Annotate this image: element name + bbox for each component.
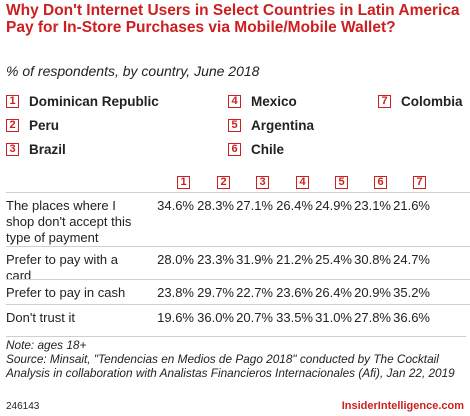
- column-header-badge: 3: [256, 176, 269, 189]
- row-label: Prefer to pay in cash: [6, 285, 126, 300]
- table-cell: 31.0%: [315, 310, 352, 325]
- legend-label: Dominican Republic: [29, 94, 159, 109]
- table-cell: 28.3%: [197, 198, 234, 213]
- legend-item: 5 Argentina: [228, 118, 314, 133]
- table-row: The places where I shop don't accept thi…: [6, 192, 470, 247]
- notes: Note: ages 18+ Source: Minsait, "Tendenc…: [6, 336, 466, 380]
- legend-badge: 7: [378, 95, 391, 108]
- legend-badge: 1: [6, 95, 19, 108]
- table-cell: 25.4%: [315, 252, 352, 267]
- legend-item: 6 Chile: [228, 142, 284, 157]
- column-header-badge: 6: [374, 176, 387, 189]
- table-cell: 23.3%: [197, 252, 234, 267]
- row-label: Don't trust it: [6, 310, 75, 325]
- legend-item: 2 Peru: [6, 118, 59, 133]
- table-cell: 21.2%: [276, 252, 313, 267]
- legend-label: Chile: [251, 142, 285, 157]
- table-cell: 23.1%: [354, 198, 391, 213]
- table-cell: 27.1%: [236, 198, 273, 213]
- table-cell: 31.9%: [236, 252, 273, 267]
- note-text: Note: ages 18+: [6, 338, 87, 352]
- table-cell: 34.6%: [157, 198, 194, 213]
- table-cell: 23.6%: [276, 285, 313, 300]
- legend-item: 3 Brazil: [6, 142, 66, 157]
- legend-item: 7 Colombia: [378, 94, 463, 109]
- table-cell: 33.5%: [276, 310, 313, 325]
- legend-item: 4 Mexico: [228, 94, 297, 109]
- source-text: Source: Minsait, "Tendencias en Medios d…: [6, 351, 455, 380]
- legend-label: Argentina: [251, 118, 315, 133]
- table-cell: 35.2%: [393, 285, 430, 300]
- column-header-badge: 4: [296, 176, 309, 189]
- legend-badge: 6: [228, 143, 241, 156]
- table-cell: 36.0%: [197, 310, 234, 325]
- legend-label: Brazil: [29, 142, 66, 157]
- brand-logo: InsiderIntelligence.com: [341, 400, 464, 412]
- table-cell: 19.6%: [157, 310, 194, 325]
- table-cell: 29.7%: [197, 285, 234, 300]
- table-row: Prefer to pay in cash 23.8% 29.7% 22.7% 23.6…: [6, 279, 470, 305]
- table-cell: 20.9%: [354, 285, 391, 300]
- legend-badge: 5: [228, 119, 241, 132]
- legend-badge: 4: [228, 95, 241, 108]
- chart-id: 246143: [6, 401, 40, 412]
- table-cell: 22.7%: [236, 285, 273, 300]
- column-header-badge: 5: [335, 176, 348, 189]
- table-cell: 24.7%: [393, 252, 430, 267]
- legend-item: 1 Dominican Republic: [6, 94, 159, 109]
- legend-badge: 3: [6, 143, 19, 156]
- table-row: Prefer to pay with a card 28.0% 23.3% 31.9%…: [6, 246, 470, 283]
- column-header-badge: 2: [217, 176, 230, 189]
- chart-title: Why Don't Internet Users in Select Count…: [6, 2, 460, 36]
- table-cell: 21.6%: [393, 198, 430, 213]
- legend-label: Peru: [29, 118, 60, 133]
- table-cell: 28.0%: [157, 252, 194, 267]
- table-header-row: 1 2 3 4 5 6 7: [6, 174, 470, 192]
- table-row: Don't trust it 19.6% 36.0% 20.7% 33.5% 31.0% 2…: [6, 304, 470, 329]
- column-header-badge: 1: [177, 176, 190, 189]
- table-cell: 36.6%: [393, 310, 430, 325]
- row-label: The places where I shop don't accept thi…: [6, 198, 132, 245]
- legend-badge: 2: [6, 119, 19, 132]
- column-header-badge: 7: [413, 176, 426, 189]
- legend-label: Mexico: [251, 94, 297, 109]
- chart-subtitle: % of respondents, by country, June 2018: [6, 63, 260, 79]
- table-cell: 24.9%: [315, 198, 352, 213]
- table-cell: 27.8%: [354, 310, 391, 325]
- table-cell: 30.8%: [354, 252, 391, 267]
- legend-label: Colombia: [401, 94, 463, 109]
- table-cell: 20.7%: [236, 310, 273, 325]
- table-cell: 26.4%: [315, 285, 352, 300]
- table-cell: 26.4%: [276, 198, 313, 213]
- table-cell: 23.8%: [157, 285, 194, 300]
